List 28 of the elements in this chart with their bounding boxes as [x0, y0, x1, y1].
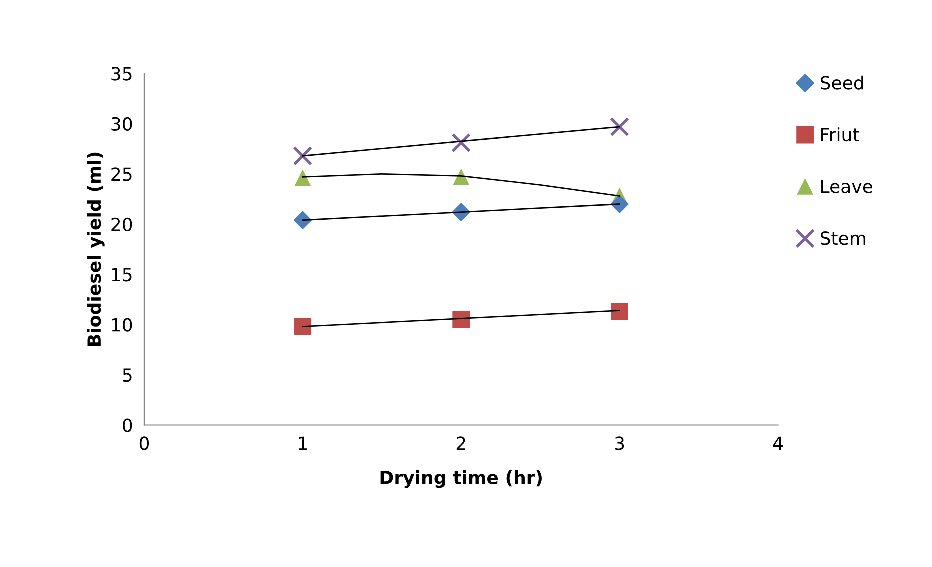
y-tick-label: 20 [112, 218, 132, 232]
y-tick-label: 35 [112, 67, 132, 81]
point [294, 211, 312, 230]
x-axis-title: Drying time (hr) [380, 470, 542, 488]
point [293, 146, 313, 166]
legend-label: Leave [822, 180, 872, 194]
y-tick-label: 15 [112, 268, 132, 282]
point [452, 311, 470, 328]
point [611, 303, 628, 320]
point [453, 169, 470, 186]
point [452, 133, 472, 153]
x-tick-label: 1 [299, 436, 307, 450]
legend-label: Stem [820, 232, 866, 246]
y-axis-title: Biodiesel yield (ml) [87, 152, 105, 346]
y-tick-label: 10 [112, 318, 132, 332]
point [294, 318, 312, 336]
y-tick-label: 25 [112, 168, 132, 182]
point [610, 117, 630, 137]
legend-label: Seed [820, 76, 864, 90]
point [294, 170, 311, 186]
y-tick-label: 0 [123, 418, 132, 432]
x-tick-label: 4 [773, 436, 783, 450]
x-tick-label: 3 [615, 436, 624, 450]
y-tick-label: 5 [123, 368, 132, 382]
x-tick-label: 0 [140, 436, 150, 450]
legend-label: Friut [822, 128, 860, 142]
x-tick-label: 2 [456, 436, 466, 450]
y-tick-label: 30 [112, 117, 132, 132]
